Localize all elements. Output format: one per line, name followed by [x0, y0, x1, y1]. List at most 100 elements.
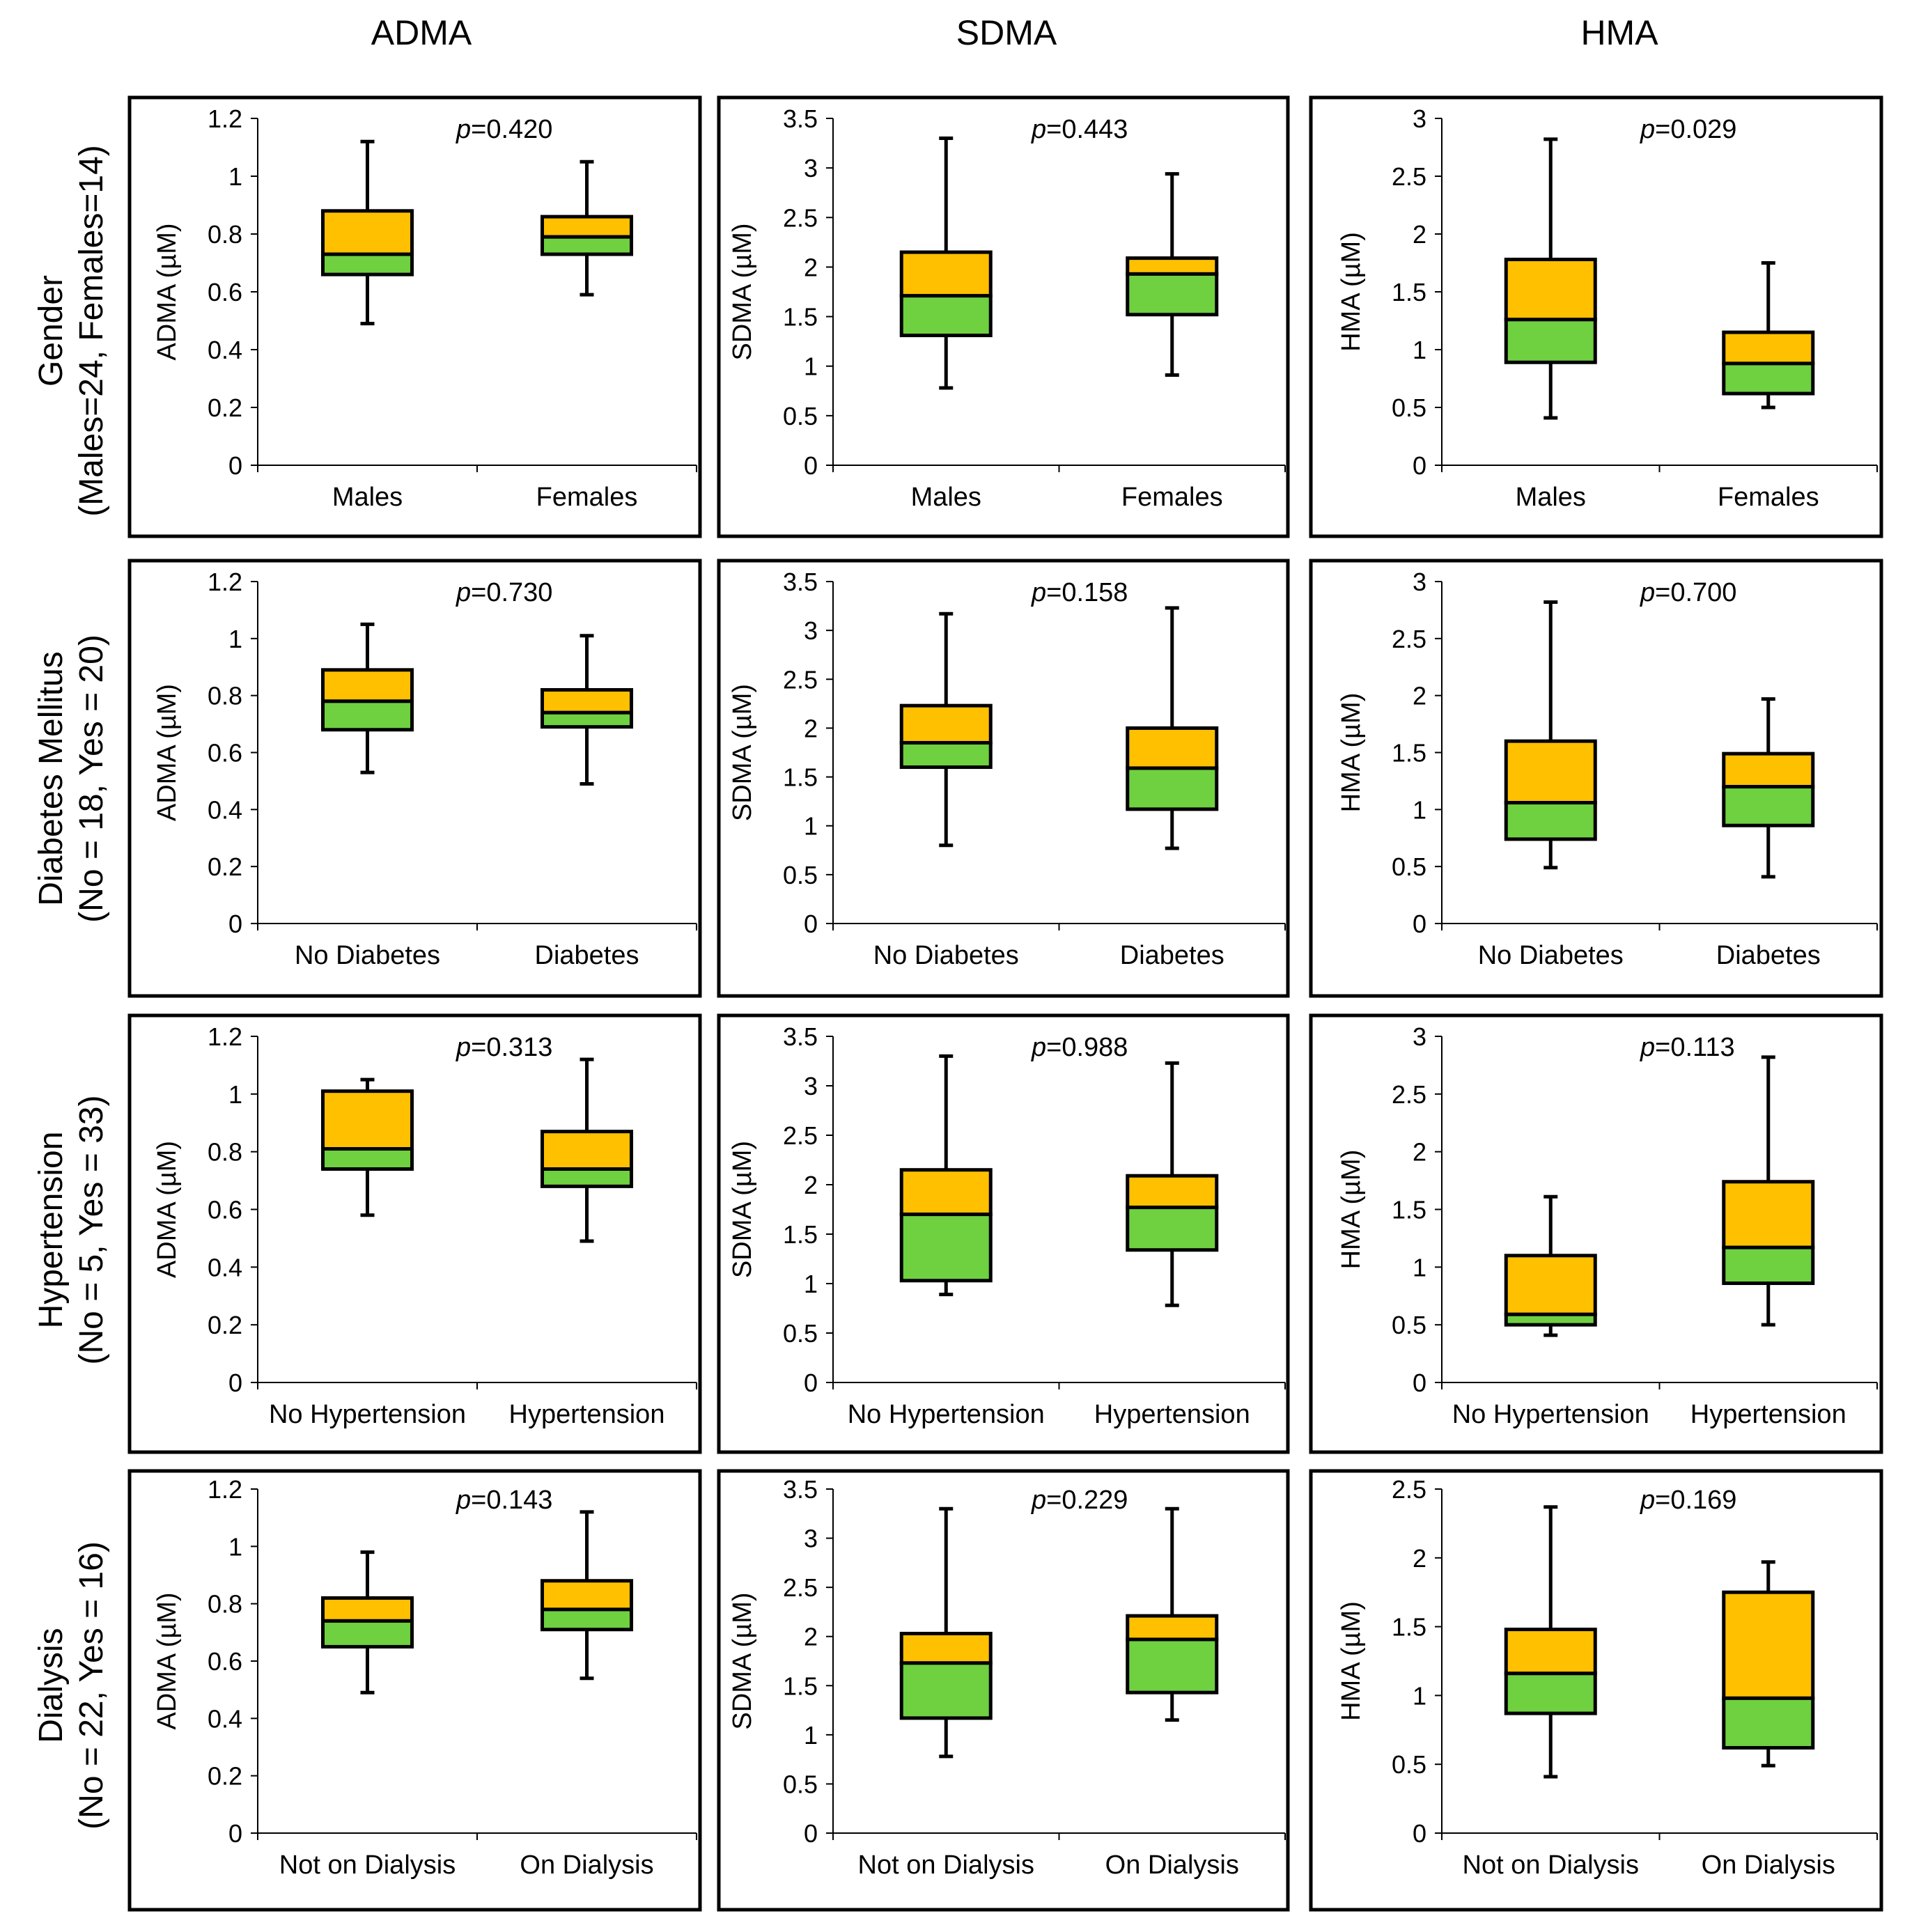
box-lower-quartile: [1126, 766, 1219, 811]
p-value-annotation: p=0.143: [456, 1486, 552, 1515]
box-upper-quartile: [1722, 1180, 1815, 1249]
box-group-2: [1126, 606, 1219, 850]
y-tick-label: 1: [1413, 1681, 1426, 1710]
box-group-1: [899, 611, 993, 848]
y-tick-label: 0.2: [208, 1311, 242, 1339]
y-tick-label: 2: [1413, 1544, 1426, 1573]
box-upper-quartile: [1126, 256, 1219, 276]
p-value: =0.113: [1655, 1033, 1734, 1062]
box-upper-quartile: [1126, 726, 1219, 770]
p-symbol: p: [1031, 578, 1046, 607]
box-group-1: [321, 139, 414, 326]
x-category-label: Females: [536, 483, 638, 512]
y-axis-title: HMA (µM): [1337, 1601, 1366, 1721]
y-tick-label: 3: [804, 1072, 818, 1100]
box-lower-quartile: [541, 235, 633, 256]
y-tick-label: 0.6: [208, 278, 242, 306]
box-upper-quartile: [1504, 739, 1597, 805]
y-tick-label: 0.2: [208, 852, 242, 881]
box-upper-quartile: [321, 1596, 414, 1623]
y-tick-label: 2: [1413, 220, 1426, 249]
panel-r3-c2: 0 0.5 1 1.5 2 2.5 HMA (µM) p=0.169 Not on Dialys…: [1309, 1469, 1883, 1912]
y-tick-label: 3: [804, 1525, 818, 1553]
y-tick-label: 1: [1413, 795, 1426, 824]
box-group-1: [899, 1506, 993, 1759]
box-group-2: [541, 1510, 633, 1681]
y-axis-title: ADMA (µM): [153, 1141, 182, 1278]
panel-frame: [127, 559, 702, 998]
panel-frame: [717, 1013, 1290, 1454]
box-lower-quartile: [321, 1619, 414, 1649]
y-tick-label: 3.5: [783, 568, 818, 596]
panel-r3-c0: 0 0.2 0.4 0.6 0.8 1 1.2 ADMA (µM) p=0.143 Not on …: [127, 1469, 702, 1912]
p-value: =0.443: [1046, 115, 1128, 144]
y-tick-label: 0: [228, 1819, 242, 1848]
y-tick-label: 0.8: [208, 220, 242, 249]
box-lower-quartile: [1722, 785, 1815, 827]
y-tick-label: 0: [804, 1819, 818, 1848]
box-upper-quartile: [541, 1130, 633, 1171]
x-category-label: Diabetes: [535, 941, 639, 970]
box-lower-quartile: [1504, 801, 1597, 841]
panel-frame: [1309, 95, 1883, 538]
box-upper-quartile: [321, 1089, 414, 1151]
y-tick-label: 0: [1413, 1369, 1426, 1397]
y-tick-label: 0.8: [208, 1138, 242, 1167]
panel-frame: [127, 1013, 702, 1454]
box-upper-quartile: [1722, 751, 1815, 789]
box-group-1: [1504, 1194, 1597, 1337]
box-lower-quartile: [1504, 318, 1597, 364]
panel-r3-c1: 0 0.5 1 1.5 2 2.5 3 3.5 SDMA (µM) p=0.229 Not on D…: [717, 1469, 1290, 1912]
box-upper-quartile: [899, 1168, 993, 1217]
y-tick-label: 1: [804, 1721, 818, 1750]
box-lower-quartile: [1504, 1672, 1597, 1715]
box-group-2: [1126, 1061, 1219, 1307]
y-tick-label: 0.5: [1392, 1311, 1426, 1339]
panel-r2-c1: 0 0.5 1 1.5 2 2.5 3 3.5 SDMA (µM) p=0.988 No Hyper…: [717, 1013, 1290, 1454]
box-group-1: [1504, 137, 1597, 420]
p-symbol: p: [456, 1486, 471, 1515]
p-value-annotation: p=0.700: [1640, 578, 1736, 607]
p-value-annotation: p=0.988: [1031, 1033, 1128, 1062]
box-group-2: [1126, 172, 1219, 377]
p-symbol: p: [456, 1033, 471, 1062]
y-tick-label: 3.5: [783, 104, 818, 133]
x-category-label: Diabetes: [1120, 941, 1224, 970]
column-header-adma: ADMA: [371, 13, 472, 52]
y-tick-label: 0.4: [208, 795, 242, 824]
y-tick-label: 0.6: [208, 739, 242, 768]
box-lower-quartile: [899, 740, 993, 770]
y-tick-label: 2.5: [783, 203, 818, 232]
panel-frame: [127, 1469, 702, 1912]
x-category-label: Not on Dialysis: [1463, 1851, 1639, 1880]
y-tick-label: 0.5: [783, 1770, 818, 1798]
p-symbol: p: [1640, 115, 1655, 144]
x-category-label: No Hypertension: [1452, 1400, 1649, 1429]
box-lower-quartile: [541, 1167, 633, 1188]
p-value-annotation: p=0.158: [1031, 578, 1128, 607]
box-group-1: [1504, 600, 1597, 870]
p-value-annotation: p=0.029: [1640, 115, 1736, 144]
y-tick-label: 3.5: [783, 1022, 818, 1051]
box-group-1: [321, 1550, 414, 1695]
x-category-label: Males: [332, 483, 403, 512]
p-value-annotation: p=0.730: [456, 578, 552, 607]
y-tick-label: 2: [804, 1171, 818, 1199]
y-tick-label: 3: [804, 154, 818, 182]
panel-frame: [1309, 1013, 1883, 1454]
box-upper-quartile: [1722, 1590, 1815, 1700]
y-tick-label: 2: [804, 714, 818, 742]
y-tick-label: 1.2: [208, 104, 242, 133]
box-lower-quartile: [1722, 1245, 1815, 1286]
p-symbol: p: [1031, 1486, 1046, 1515]
y-tick-label: 0: [804, 910, 818, 938]
box-group-2: [541, 159, 633, 297]
box-upper-quartile: [1722, 330, 1815, 366]
box-upper-quartile: [541, 1579, 633, 1612]
panel-frame: [717, 1469, 1290, 1912]
box-group-1: [321, 622, 414, 774]
p-symbol: p: [1640, 1033, 1655, 1062]
y-tick-label: 3: [1413, 568, 1426, 596]
box-upper-quartile: [321, 209, 414, 256]
